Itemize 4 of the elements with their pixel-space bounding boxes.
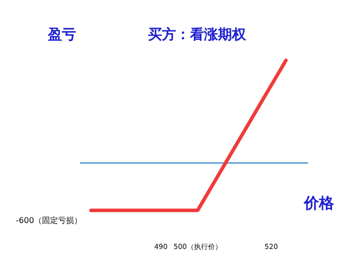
y-axis-title: 盈亏 — [48, 26, 76, 44]
annotation: -600（固定亏损） — [16, 216, 82, 226]
chart-title: 买方：看涨期权 — [148, 26, 246, 44]
x-axis-title: 价格 — [304, 194, 334, 213]
